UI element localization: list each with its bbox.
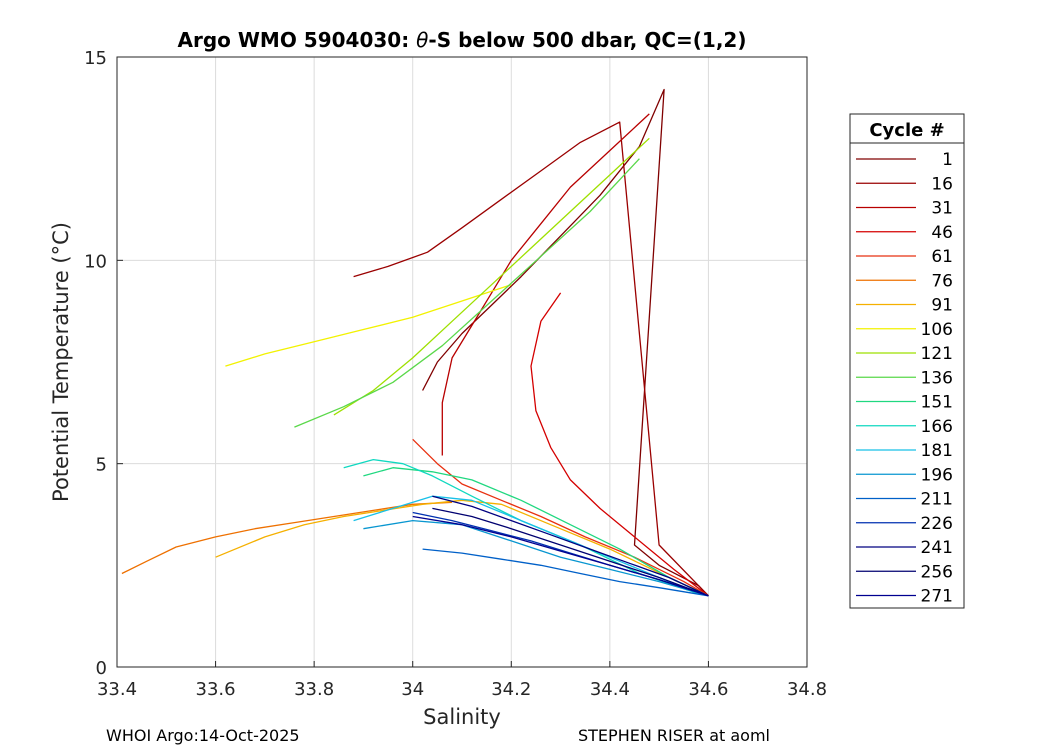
x-tick-label: 34.6 bbox=[688, 679, 728, 700]
series-line-cycle-271 bbox=[412, 515, 709, 597]
legend-label: 61 bbox=[931, 247, 953, 267]
legend-label: 121 bbox=[921, 344, 953, 364]
legend-label: 16 bbox=[931, 174, 953, 194]
series-line-cycle-136 bbox=[294, 158, 640, 428]
footer-right: STEPHEN RISER at aoml bbox=[578, 726, 770, 745]
legend-label: 1 bbox=[942, 150, 953, 170]
x-tick-label: 34 bbox=[401, 679, 424, 700]
legend-label: 196 bbox=[921, 465, 953, 485]
legend-label: 271 bbox=[921, 587, 953, 607]
series-lines bbox=[121, 88, 709, 597]
legend-label: 211 bbox=[921, 490, 953, 510]
x-tick-label: 34.8 bbox=[787, 679, 827, 700]
series-line-cycle-256 bbox=[432, 507, 709, 597]
series-line-cycle-1 bbox=[422, 88, 709, 597]
series-line-cycle-241 bbox=[432, 495, 709, 597]
legend: Cycle # 11631466176911061211361511661811… bbox=[849, 113, 965, 609]
series-line-cycle-61 bbox=[412, 438, 709, 597]
legend-label: 226 bbox=[921, 514, 953, 534]
series-line-cycle-91 bbox=[215, 499, 709, 597]
legend-label: 256 bbox=[921, 562, 953, 582]
series-line-cycle-211 bbox=[422, 548, 709, 597]
series-line-cycle-106 bbox=[225, 284, 512, 367]
legend-box bbox=[849, 113, 965, 609]
y-tick-label: 5 bbox=[96, 455, 107, 476]
legend-label: 106 bbox=[921, 320, 953, 340]
x-tick-label: 33.6 bbox=[196, 679, 236, 700]
plot-frame bbox=[116, 56, 808, 668]
y-tick-label: 15 bbox=[84, 48, 107, 69]
series-line-cycle-151 bbox=[363, 467, 709, 597]
x-tick-label: 33.8 bbox=[294, 679, 334, 700]
legend-title: Cycle # bbox=[869, 120, 944, 141]
y-tick-label: 0 bbox=[96, 658, 107, 679]
series-line-cycle-46 bbox=[530, 292, 709, 597]
x-tick-label: 34.2 bbox=[491, 679, 531, 700]
y-axis-ticks: 0 5 10 15 bbox=[84, 48, 123, 679]
series-line-cycle-16 bbox=[353, 121, 709, 597]
legend-items: 1 16 31 46 61 76 91 106 121 136 151 166 181 196 211 226… bbox=[856, 150, 953, 607]
legend-label: 181 bbox=[921, 441, 953, 461]
x-axis-ticks: 33.4 33.6 33.8 34 34.2 34.4 34.6 34.8 bbox=[97, 661, 827, 700]
x-axis-label: Salinity bbox=[423, 705, 501, 729]
legend-label: 136 bbox=[921, 368, 953, 388]
x-tick-label: 33.4 bbox=[97, 679, 137, 700]
series-line-cycle-31 bbox=[441, 113, 650, 456]
plot-area bbox=[117, 57, 807, 667]
series-line-cycle-121 bbox=[333, 137, 650, 416]
legend-label: 91 bbox=[931, 296, 953, 316]
series-line-cycle-76 bbox=[121, 501, 453, 575]
y-tick-label: 10 bbox=[84, 251, 107, 272]
legend-label: 31 bbox=[931, 199, 953, 219]
legend-label: 241 bbox=[921, 538, 953, 558]
legend-label: 46 bbox=[931, 223, 953, 243]
footer-left: WHOI Argo:14-Oct-2025 bbox=[106, 726, 300, 745]
x-tick-label: 34.4 bbox=[590, 679, 630, 700]
legend-label: 166 bbox=[921, 417, 953, 437]
legend-label: 76 bbox=[931, 271, 953, 291]
chart-title: Argo WMO 5904030: θ-S below 500 dbar, QC… bbox=[178, 28, 747, 52]
legend-label: 151 bbox=[921, 393, 953, 413]
series-line-cycle-196 bbox=[363, 519, 709, 597]
y-axis-label: Potential Temperature (°C) bbox=[49, 222, 73, 502]
